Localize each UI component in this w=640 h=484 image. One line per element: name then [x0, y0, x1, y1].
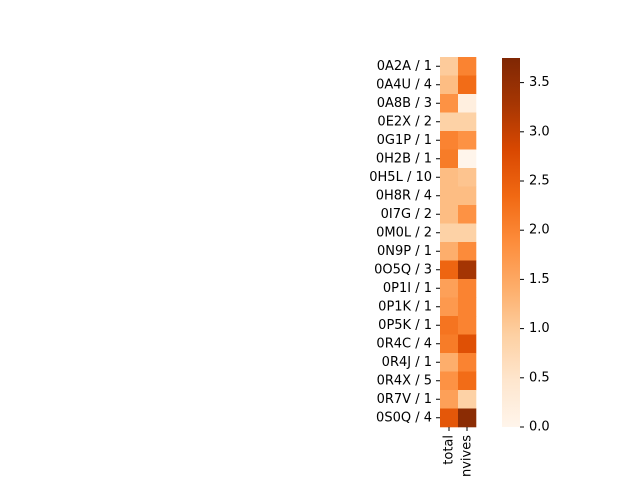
heatmap-cell — [458, 353, 477, 372]
heatmap-cell — [440, 94, 459, 113]
row-label: 0R4C / 4 — [376, 336, 432, 351]
heatmap-cell — [458, 371, 477, 391]
row-label: 0R4X / 5 — [377, 373, 432, 388]
heatmap-cell — [440, 112, 459, 132]
row-label: 0P1K / 1 — [378, 299, 432, 314]
colorbar-tick-label: 3.0 — [529, 124, 550, 139]
row-label: 0M0L / 2 — [376, 225, 432, 240]
row-label: 0G1P / 1 — [377, 133, 432, 148]
heatmap-cell — [458, 186, 477, 206]
row-label: 0H8R / 4 — [376, 188, 432, 203]
colorbar-tick-label: 2.0 — [529, 223, 550, 238]
heatmap-cell — [458, 408, 477, 428]
row-label: 0R7V / 1 — [377, 392, 432, 407]
row-label: 0O5Q / 3 — [374, 262, 432, 277]
heatmap-cell — [458, 75, 477, 95]
heatmap-cell — [458, 149, 477, 169]
heatmap-cell — [440, 75, 459, 95]
row-label: 0N9P / 1 — [377, 244, 432, 259]
heatmap-cell — [440, 186, 459, 206]
row-label: 0R4J / 1 — [382, 355, 432, 370]
row-label: 0S0Q / 4 — [376, 410, 432, 425]
row-label: 0P5K / 1 — [378, 318, 432, 333]
heatmap-cell — [458, 260, 477, 280]
heatmap-cell — [440, 149, 459, 169]
row-label: 0A4U / 4 — [376, 77, 432, 92]
heatmap-cell — [458, 242, 477, 261]
heatmap-cell — [440, 168, 459, 187]
heatmap-cell — [440, 223, 459, 243]
colorbar-tick-label: 0.5 — [529, 370, 550, 385]
heatmap-cell — [458, 297, 477, 317]
colorbar: 0.0 0.5 1.0 1.5 2.0 2.5 3.0 3.5 — [502, 58, 550, 435]
heatmap-cell — [458, 94, 477, 113]
row-label: 0A2A / 1 — [377, 59, 432, 74]
heatmap-cell — [458, 205, 477, 224]
colorbar-tick-label: 0.0 — [529, 420, 550, 435]
colorbar-tick-label: 3.5 — [529, 75, 550, 90]
row-label: 0A8B / 3 — [377, 96, 432, 111]
colorbar-tick-label: 1.0 — [529, 321, 550, 336]
heatmap-cell — [440, 316, 459, 335]
heatmap-cell — [440, 57, 459, 76]
heatmap-cell — [458, 316, 477, 335]
row-label: 0I7G / 2 — [381, 207, 432, 222]
colorbar-gradient — [502, 58, 520, 427]
heatmap-cell — [440, 353, 459, 372]
colorbar-tick-label: 2.5 — [529, 174, 550, 189]
column-label: total — [442, 435, 457, 465]
heatmap-cell — [458, 334, 477, 354]
heatmap-cell — [440, 334, 459, 354]
heatmap-cell — [440, 408, 459, 428]
heatmap-cell — [458, 390, 477, 409]
heatmap-cell — [440, 297, 459, 317]
row-label: 0P1I / 1 — [383, 281, 432, 296]
heatmap-cell — [458, 279, 477, 298]
heatmap-cells — [440, 57, 477, 428]
heatmap-cell — [458, 168, 477, 187]
column-label: nvives — [460, 435, 475, 477]
row-labels: 0A2A / 1 0A4U / 4 0A8B / 3 0E2X / 2 0G1P / 1… — [369, 59, 440, 425]
heatmap-cell — [440, 279, 459, 298]
colorbar-tick-label: 1.5 — [529, 272, 550, 287]
heatmap-cell — [458, 131, 477, 150]
row-label: 0H5L / 10 — [369, 170, 432, 185]
heatmap-cell — [440, 390, 459, 409]
heatmap-cell — [458, 57, 477, 76]
heatmap-cell — [458, 223, 477, 243]
heatmap-cell — [440, 371, 459, 391]
row-label: 0H2B / 1 — [376, 151, 432, 166]
heatmap-cell — [440, 131, 459, 150]
heatmap-cell — [440, 242, 459, 261]
column-labels: total nvives — [442, 427, 475, 477]
heatmap-cell — [440, 205, 459, 224]
heatmap-cell — [458, 112, 477, 132]
heatmap-cell — [440, 260, 459, 280]
row-label: 0E2X / 2 — [377, 114, 432, 129]
